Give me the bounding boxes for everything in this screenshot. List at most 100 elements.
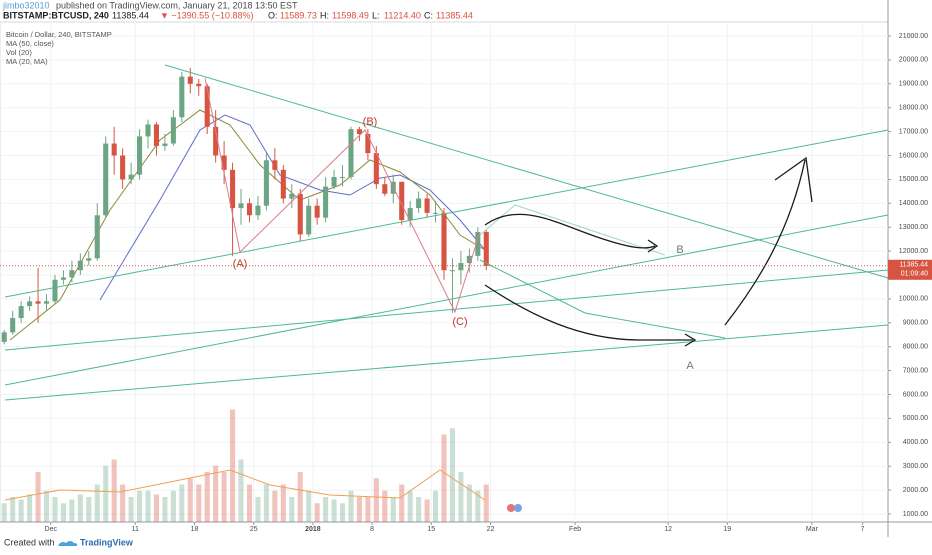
volume-bar — [111, 459, 117, 522]
candle-body — [458, 263, 464, 271]
volume-bar — [382, 490, 388, 522]
arrowhead — [647, 239, 659, 253]
brand-logo — [58, 541, 78, 546]
trendline — [164, 64, 889, 279]
change: ▼ −1390.55 (−10.88%) — [160, 10, 253, 20]
annotations: (A) (B) (C) A B — [233, 116, 695, 372]
volume-bar — [103, 465, 109, 522]
annotation: A — [686, 360, 694, 372]
volume-bar — [297, 472, 303, 522]
volume-bar — [466, 484, 472, 522]
volume-bar — [128, 497, 134, 522]
footer-brand[interactable]: TradingView — [80, 537, 134, 547]
author[interactable]: jimbo32010 — [2, 0, 50, 10]
event-icon — [507, 504, 515, 512]
candles — [1, 67, 489, 345]
candle-body — [356, 129, 362, 134]
y-tick-label: 21000.00 — [899, 33, 928, 40]
candle-body — [77, 260, 83, 271]
volume-bar — [179, 484, 185, 522]
volume-bar — [86, 497, 92, 522]
y-tick-label: 10000.00 — [899, 296, 928, 303]
candle-body — [382, 184, 388, 194]
volume-bar — [280, 484, 286, 522]
x-tick-label: 25 — [250, 526, 258, 533]
volume-bar — [441, 434, 447, 522]
candle-body — [475, 231, 481, 256]
volume-bar — [52, 497, 58, 522]
candle-body — [18, 306, 24, 319]
candle-body — [297, 193, 303, 235]
volume-bar — [289, 497, 295, 522]
x-tick-label: Dec — [45, 526, 58, 533]
y-tick-label: 14000.00 — [899, 200, 928, 207]
volume-bar — [1, 503, 7, 522]
ohlc-key: L: — [372, 10, 380, 20]
volume — [1, 409, 489, 522]
event-icon — [514, 504, 522, 512]
axes: 1000.00 2000.00 3000.00 4000.00 5000.00 6000.… — [0, 33, 932, 533]
arrowhead — [684, 333, 697, 347]
volume-bar — [306, 490, 312, 522]
published: published on TradingView.com, January 21… — [56, 0, 298, 10]
candle-body — [111, 143, 117, 156]
ohlc-value: 11589.73 — [280, 10, 317, 20]
volume-bar — [323, 497, 329, 522]
indicator-label: MA (50, close) — [6, 39, 54, 48]
volume-bar — [60, 503, 66, 522]
candle-body — [10, 318, 16, 333]
candle-body — [35, 301, 41, 304]
candle-body — [416, 198, 422, 209]
candle-body — [373, 153, 379, 185]
x-tick-label: 15 — [427, 526, 435, 533]
symbol: BITSTAMP:BTCUSD, 240 — [3, 10, 109, 20]
arrow-a — [484, 284, 693, 341]
x-tick-label: 2018 — [305, 526, 321, 533]
candle-body — [86, 258, 92, 261]
abc-wave — [204, 77, 481, 314]
projection-a — [479, 259, 726, 339]
volume-bar — [204, 472, 210, 522]
candle-body — [449, 270, 455, 272]
volume-bar — [145, 490, 151, 522]
volume-bar — [196, 484, 202, 522]
candle-body — [60, 277, 66, 280]
ma50-line — [99, 114, 486, 301]
candle-body — [323, 186, 329, 218]
volume-bar — [356, 497, 362, 522]
candle-body — [43, 301, 50, 304]
candle-body — [263, 160, 269, 206]
volume-bar — [137, 490, 143, 522]
last-price-label: 11385.44 — [899, 262, 928, 269]
y-tick-label: 1000.00 — [903, 511, 928, 518]
candle-body — [238, 203, 244, 209]
candle-body — [399, 181, 405, 221]
trendline — [4, 129, 889, 298]
candle-body — [128, 174, 134, 180]
volume-bar — [213, 465, 219, 522]
y-tick-label: 6000.00 — [903, 391, 928, 398]
candle-body — [187, 76, 193, 84]
candle-body — [27, 301, 33, 307]
candle-body — [196, 83, 202, 87]
ohlc: O: 11589.73 H: 11598.49 L: 11214.40 C: 11385.44 — [268, 10, 473, 20]
x-tick-label: 18 — [191, 526, 199, 533]
volume-bar — [77, 494, 83, 522]
y-tick-label: 19000.00 — [899, 81, 928, 88]
ohlc-value: 11385.44 — [436, 10, 473, 20]
candle-body — [466, 255, 472, 264]
volume-bar — [94, 484, 100, 522]
volume-bar — [120, 484, 126, 522]
x-tick-label: 11 — [132, 526, 139, 533]
volume-bar — [10, 497, 16, 522]
candle-body — [483, 231, 489, 266]
candle-body — [103, 143, 109, 216]
volume-bar — [365, 497, 371, 522]
volume-bar — [162, 497, 168, 522]
volume-bar — [339, 503, 346, 522]
candle-body — [339, 177, 346, 179]
y-tick-label: 8000.00 — [903, 344, 928, 351]
candle-body — [433, 212, 439, 214]
x-tick-label: 7 — [861, 526, 865, 533]
